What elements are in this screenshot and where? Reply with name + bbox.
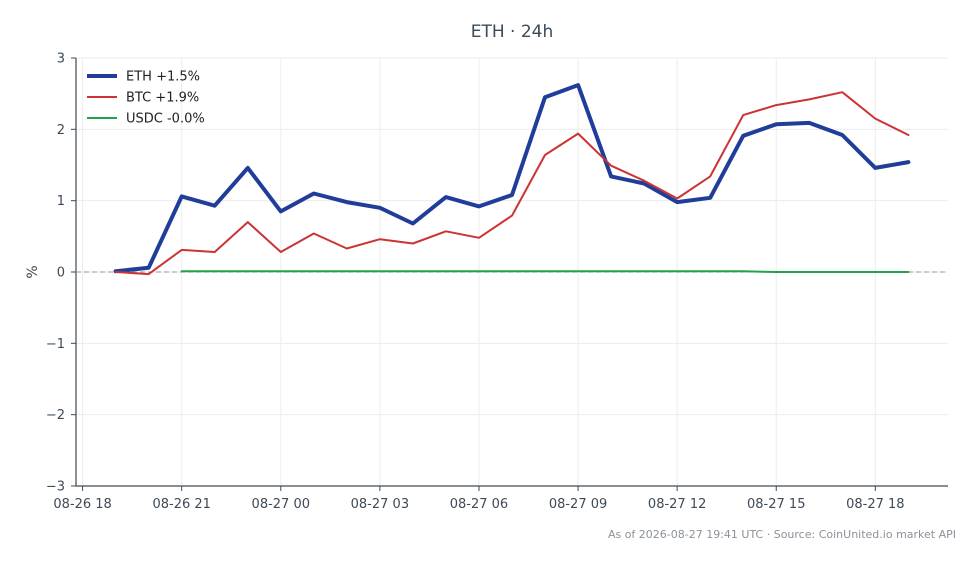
x-tick-label: 08-27 00: [252, 497, 310, 512]
legend: ETH +1.5% BTC +1.9% USDC -0.0%: [87, 70, 205, 127]
x-tick-label: 08-27 18: [846, 497, 904, 512]
x-tick-label: 08-26 18: [53, 497, 111, 512]
series-line-eth: [113, 83, 911, 274]
legend-label: BTC +1.9%: [126, 91, 199, 106]
y-tick-label: −1: [46, 337, 65, 352]
y-tick-label: 3: [57, 52, 65, 67]
x-tick-label: 08-27 12: [648, 497, 706, 512]
y-axis-ticks: 3 2 1 0 −1 −2 −3: [46, 52, 76, 495]
series-line-btc: [114, 91, 910, 276]
y-tick-label: 0: [57, 266, 65, 281]
x-tick-label: 08-27 03: [351, 497, 409, 512]
x-axis-ticks: 08-26 18 08-26 21 08-27 00 08-27 03 08-27 06…: [53, 486, 905, 512]
series-lines: [113, 83, 911, 276]
x-tick-label: 08-26 21: [152, 497, 210, 512]
series-line-usdc: [180, 270, 910, 273]
legend-label: USDC -0.0%: [126, 112, 205, 127]
y-tick-label: −2: [46, 408, 65, 423]
x-tick-label: 08-27 06: [450, 497, 508, 512]
x-tick-label: 08-27 09: [549, 497, 607, 512]
y-tick-label: 1: [57, 194, 65, 209]
y-tick-label: 2: [57, 123, 65, 138]
y-axis-label: %: [25, 265, 41, 278]
y-tick-label: −3: [46, 480, 65, 495]
x-tick-label: 08-27 15: [747, 497, 805, 512]
chart-title: ETH · 24h: [471, 22, 554, 42]
source-footer: As of 2026-08-27 19:41 UTC · Source: Coi…: [608, 528, 956, 541]
legend-label: ETH +1.5%: [126, 70, 200, 85]
